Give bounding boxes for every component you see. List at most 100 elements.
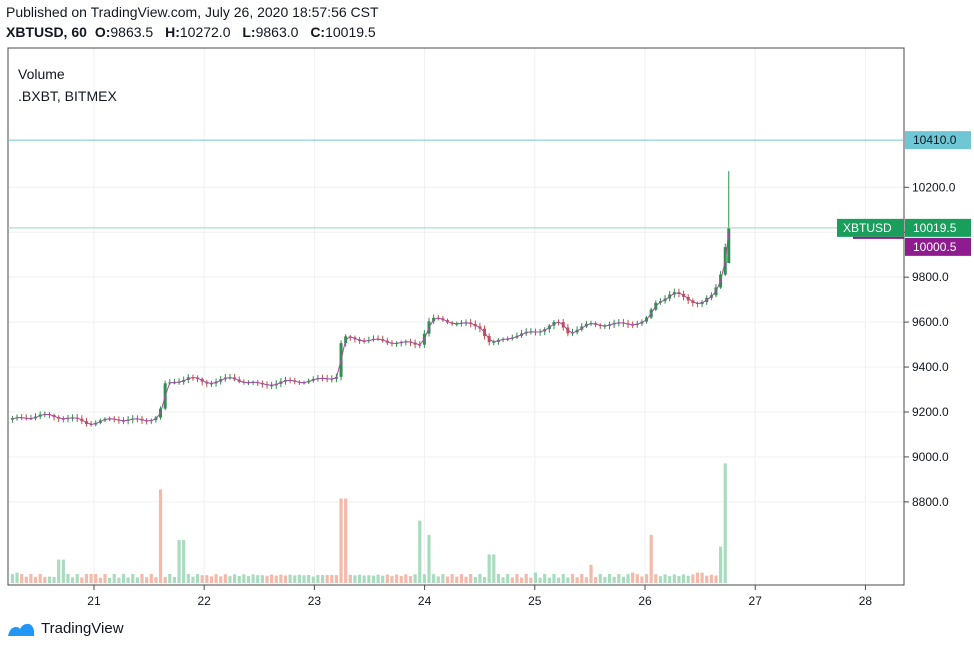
volume-bar <box>362 575 366 583</box>
volume-bar <box>237 576 241 583</box>
volume-bar <box>251 574 255 583</box>
volume-bar <box>473 576 477 583</box>
volume-bar <box>274 575 278 583</box>
legend-volume: Volume <box>18 66 65 82</box>
volume-bar <box>66 573 70 583</box>
volume-bar <box>422 574 426 583</box>
volume-bar <box>15 572 19 583</box>
volume-bar <box>399 575 403 583</box>
volume-bar <box>381 575 385 583</box>
volume-bar <box>547 577 551 583</box>
price-tick-label: 10200.0 <box>912 180 956 194</box>
tradingview-logo-icon <box>8 623 35 636</box>
volume-bar <box>455 576 459 583</box>
price-tick-label: 9000.0 <box>912 450 949 464</box>
volume-bar <box>404 574 408 583</box>
volume-bar <box>390 575 394 583</box>
volume-bar <box>98 577 102 583</box>
symbol-badge <box>837 218 904 237</box>
price-tick-label: 8800.0 <box>912 495 949 509</box>
volume-bar <box>94 573 98 583</box>
volume-bar <box>557 577 561 583</box>
volume-bar <box>283 575 288 583</box>
volume-bar <box>75 573 79 583</box>
volume-bar <box>482 576 487 583</box>
volume-bar <box>140 573 144 583</box>
price-tick-label: 9200.0 <box>912 405 949 419</box>
volume-bar <box>506 573 510 583</box>
volume-bar <box>432 574 436 583</box>
volume-bar <box>214 574 218 583</box>
volume-bar <box>117 577 121 583</box>
time-axis[interactable]: 21 22 23 24 25 26 27 28 <box>87 585 872 608</box>
volume-bar <box>61 559 65 583</box>
volume-bar <box>700 572 704 583</box>
volume-bar <box>686 575 690 583</box>
volume-bar <box>307 574 311 583</box>
volume-bar <box>149 573 153 583</box>
volume-bar <box>496 573 501 583</box>
index-price-badge <box>905 237 971 256</box>
volume-bar <box>126 577 130 583</box>
volume-bar <box>607 574 612 583</box>
volume-bar <box>695 572 700 583</box>
volume-bar <box>38 574 42 583</box>
volume-bar <box>427 534 431 583</box>
volume-bar <box>598 573 602 583</box>
volume-bar <box>357 574 362 583</box>
volume-bar <box>121 573 126 583</box>
volume-bar <box>589 564 593 583</box>
volume-bar <box>223 574 227 583</box>
volume-bar <box>186 574 190 583</box>
volume-bar <box>311 576 315 583</box>
volume-bar <box>594 577 598 583</box>
volume-bar <box>533 572 538 583</box>
volume-bar <box>246 575 251 583</box>
volume-bar <box>168 573 172 583</box>
bxbt-line <box>12 232 730 425</box>
overlay-line <box>12 232 730 425</box>
index-price-label: 10000.5 <box>913 240 957 254</box>
volume-bar <box>441 574 445 583</box>
volume-bar <box>24 576 28 583</box>
volume-bar <box>172 576 177 583</box>
volume-bar <box>228 576 232 583</box>
volume-bar <box>154 577 158 583</box>
volume-bar <box>635 574 639 583</box>
volume-bar <box>385 574 389 583</box>
volume-bar <box>631 572 635 583</box>
volume-bar <box>163 577 167 583</box>
volume-bar <box>649 534 653 583</box>
volume-bar <box>344 498 348 583</box>
volume-bar <box>209 576 214 583</box>
volume-bar <box>459 574 464 583</box>
volume-bar <box>52 577 56 583</box>
volume-bar <box>325 575 329 583</box>
ohlc-header: XBTUSD, 60 O:9863.5 H:10272.0 L:9863.0 C… <box>6 24 384 40</box>
volume-bar <box>57 559 61 583</box>
open-value: O:9863.5 <box>94 24 154 40</box>
volume-bar <box>515 573 519 583</box>
volume-bar <box>408 576 413 583</box>
volume-bar <box>436 576 440 583</box>
volume-bar <box>279 574 283 583</box>
candle-body <box>10 418 14 420</box>
volume-bar <box>681 574 686 583</box>
volume-bar <box>108 577 112 583</box>
tradingview-brand[interactable]: TradingView <box>6 620 124 637</box>
volume-bar <box>47 576 52 583</box>
price-axis[interactable]: 8800.0 9000.0 9200.0 9400.0 9600.0 9800.0 1000… <box>903 48 956 585</box>
volume-bar <box>260 575 264 583</box>
hline-price-badge <box>905 131 971 150</box>
chart-legend: Volume .BXBT, BITMEX <box>18 63 117 107</box>
volume-bar <box>626 574 630 583</box>
time-tick-label: 23 <box>308 594 322 608</box>
volume-bar <box>339 498 343 583</box>
volume-bar <box>177 540 181 583</box>
volume-bar <box>621 576 626 583</box>
volume-bar <box>524 573 528 583</box>
time-tick-label: 22 <box>197 594 211 608</box>
volume-bar <box>644 574 649 583</box>
volume-bar <box>668 576 672 583</box>
